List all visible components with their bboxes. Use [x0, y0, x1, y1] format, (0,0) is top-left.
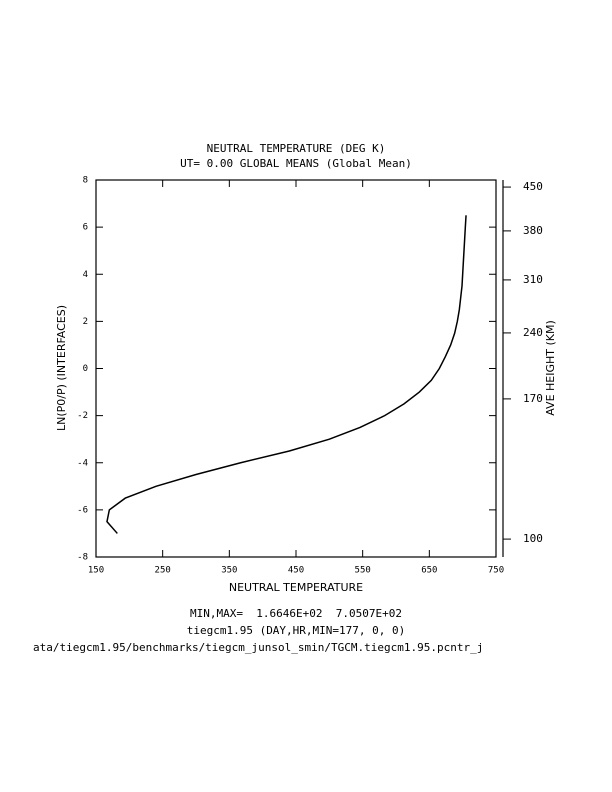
y-axis-label: LN(P0/P) (INTERFACES) — [55, 305, 68, 431]
y2-axis-label: AVE HEIGHT (KM) — [544, 320, 557, 416]
y2-tick-label: 450 — [523, 180, 543, 193]
y-tick-label: 8 — [83, 176, 88, 186]
x-tick-label: 250 — [155, 566, 171, 576]
y-tick-label: -8 — [77, 553, 88, 563]
y2-tick-label: 310 — [523, 273, 543, 286]
x-tick-label: 450 — [288, 566, 304, 576]
y-tick-label: 2 — [83, 317, 88, 327]
y2-tick-label: 100 — [523, 532, 543, 545]
x-tick-label: 650 — [421, 566, 437, 576]
data-line — [106, 215, 467, 534]
chart-title: NEUTRAL TEMPERATURE (DEG K) — [207, 142, 386, 155]
y-tick-label: 0 — [83, 364, 88, 374]
x-axis-label: NEUTRAL TEMPERATURE — [229, 581, 363, 594]
footer-line: MIN,MAX= 1.6646E+02 7.0507E+02 — [190, 607, 402, 620]
x-tick-label: 150 — [88, 566, 104, 576]
y-tick-label: 6 — [83, 223, 88, 233]
y-tick-label: -6 — [77, 505, 88, 515]
footer-line: tiegcm1.95 (DAY,HR,MIN=177, 0, 0) — [187, 624, 406, 637]
chart-subtitle: UT= 0.00 GLOBAL MEANS (Global Mean) — [180, 157, 412, 170]
x-tick-label: 550 — [355, 566, 371, 576]
footer-line: ata/tiegcm1.95/benchmarks/tiegcm_junsol_… — [33, 641, 483, 654]
y2-tick-label: 170 — [523, 392, 543, 405]
y-tick-label: -4 — [77, 458, 88, 468]
x-tick-label: 350 — [221, 566, 237, 576]
y-tick-label: -2 — [77, 411, 88, 421]
y-tick-label: 4 — [83, 270, 88, 280]
x-tick-label: 750 — [488, 566, 504, 576]
y2-tick-label: 240 — [523, 326, 543, 339]
y2-tick-label: 380 — [523, 224, 543, 237]
plot-frame — [95, 179, 497, 558]
